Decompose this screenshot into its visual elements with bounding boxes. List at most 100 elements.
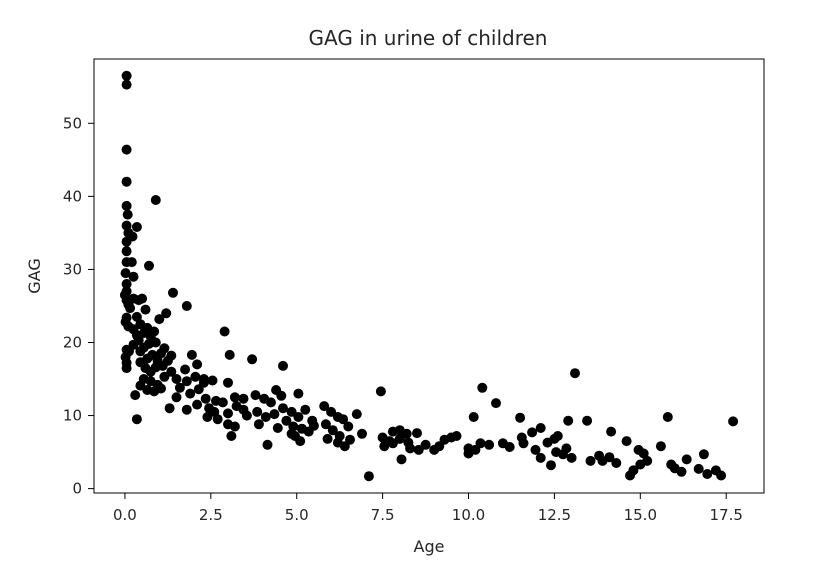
data-point bbox=[168, 287, 178, 298]
y-tick-label: 20 bbox=[63, 333, 82, 351]
data-point bbox=[320, 419, 331, 430]
data-point bbox=[224, 349, 235, 360]
data-point bbox=[269, 409, 280, 420]
data-point bbox=[262, 439, 273, 450]
data-point bbox=[363, 471, 374, 482]
data-point bbox=[379, 441, 390, 452]
data-point bbox=[396, 454, 407, 465]
data-point bbox=[527, 427, 538, 438]
data-point bbox=[655, 441, 666, 452]
y-tick-label: 40 bbox=[63, 187, 82, 205]
data-point bbox=[192, 359, 203, 370]
data-point bbox=[286, 406, 297, 417]
data-point bbox=[253, 419, 264, 430]
data-point bbox=[171, 392, 182, 403]
data-point bbox=[159, 371, 170, 382]
data-point bbox=[130, 390, 141, 401]
data-point bbox=[238, 393, 249, 404]
data-point bbox=[125, 303, 136, 314]
data-point bbox=[561, 443, 572, 454]
data-point bbox=[401, 428, 412, 439]
data-point bbox=[186, 349, 197, 360]
data-point bbox=[121, 200, 132, 211]
data-point bbox=[276, 390, 287, 401]
x-tick-label: 0.0 bbox=[113, 506, 137, 524]
data-point bbox=[606, 426, 617, 437]
y-tick-label: 10 bbox=[63, 407, 82, 425]
data-point bbox=[150, 337, 161, 348]
data-point bbox=[181, 376, 192, 387]
data-point bbox=[676, 466, 687, 477]
data-point bbox=[585, 455, 596, 466]
data-point bbox=[226, 431, 237, 441]
data-point bbox=[149, 326, 160, 337]
data-point bbox=[260, 412, 271, 422]
data-point bbox=[192, 399, 203, 410]
data-point bbox=[238, 404, 249, 415]
data-point bbox=[326, 406, 337, 417]
data-point bbox=[212, 414, 223, 425]
data-point bbox=[451, 431, 462, 441]
data-point bbox=[121, 279, 132, 289]
data-point bbox=[582, 415, 593, 426]
data-point bbox=[693, 463, 704, 474]
data-point bbox=[250, 390, 261, 401]
data-point bbox=[515, 412, 526, 423]
data-point bbox=[217, 397, 228, 408]
x-tick-label: 10.0 bbox=[452, 506, 485, 524]
data-point bbox=[475, 438, 486, 449]
data-point bbox=[281, 415, 292, 426]
data-point bbox=[621, 436, 632, 447]
data-point bbox=[150, 195, 161, 205]
data-point bbox=[546, 460, 556, 471]
data-point bbox=[322, 433, 333, 444]
data-point bbox=[265, 397, 276, 408]
data-point bbox=[161, 308, 172, 319]
x-axis-label: Age bbox=[414, 537, 445, 556]
data-point bbox=[728, 416, 739, 427]
data-point bbox=[128, 339, 139, 350]
data-point bbox=[181, 404, 192, 415]
data-point bbox=[491, 398, 501, 409]
data-point bbox=[120, 268, 131, 279]
data-point bbox=[286, 428, 297, 439]
data-point bbox=[127, 231, 138, 242]
data-point bbox=[223, 377, 233, 388]
data-point bbox=[164, 403, 175, 414]
y-axis: 0 10 20 30 40 50 bbox=[63, 114, 94, 498]
x-tick-label: 12.5 bbox=[538, 506, 571, 524]
data-point bbox=[156, 383, 166, 394]
data-point bbox=[698, 449, 709, 460]
data-point bbox=[343, 421, 354, 432]
data-point bbox=[223, 408, 233, 419]
data-point bbox=[223, 419, 233, 430]
data-point bbox=[295, 436, 306, 447]
data-point bbox=[563, 415, 574, 426]
data-point bbox=[293, 388, 304, 399]
data-point bbox=[202, 412, 213, 422]
data-point bbox=[229, 392, 240, 403]
data-point bbox=[154, 314, 165, 325]
data-point bbox=[405, 443, 416, 454]
y-tick-label: 30 bbox=[63, 260, 82, 278]
data-point bbox=[319, 401, 330, 412]
data-point bbox=[121, 363, 132, 374]
data-point bbox=[166, 350, 177, 361]
data-point bbox=[121, 70, 132, 81]
data-point bbox=[121, 79, 132, 90]
data-point bbox=[504, 442, 515, 452]
data-point bbox=[190, 371, 201, 382]
data-point bbox=[413, 444, 424, 455]
data-point bbox=[137, 293, 148, 304]
data-point bbox=[207, 375, 218, 386]
data-point bbox=[552, 431, 563, 441]
data-point bbox=[131, 414, 142, 425]
data-point bbox=[252, 406, 263, 417]
data-point bbox=[327, 425, 338, 436]
data-point bbox=[412, 428, 422, 439]
data-point bbox=[193, 384, 204, 395]
data-point bbox=[181, 301, 192, 311]
data-point bbox=[247, 354, 258, 365]
data-point bbox=[477, 382, 488, 393]
data-point bbox=[468, 412, 479, 422]
